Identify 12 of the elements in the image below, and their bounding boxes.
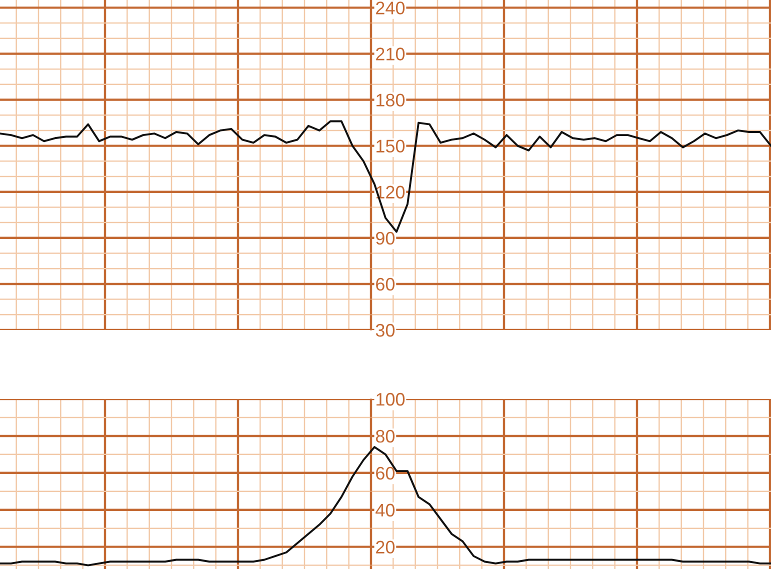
y-tick-label: 60	[376, 466, 395, 480]
y-tick-label: 90	[376, 232, 395, 245]
y-tick-label: 40	[376, 504, 395, 517]
y-tick-label: 180	[376, 94, 405, 106]
y-tick-label: 60	[376, 278, 395, 291]
y-tick-label: 80	[376, 430, 395, 443]
y-tick-label: 150	[376, 140, 405, 153]
y-tick-label: 240	[376, 2, 405, 14]
y-tick-label: 210	[376, 48, 405, 60]
y-tick-label: 100	[376, 392, 405, 406]
y-tick-label: 20	[376, 540, 395, 554]
y-tick-label: 30	[376, 324, 395, 337]
